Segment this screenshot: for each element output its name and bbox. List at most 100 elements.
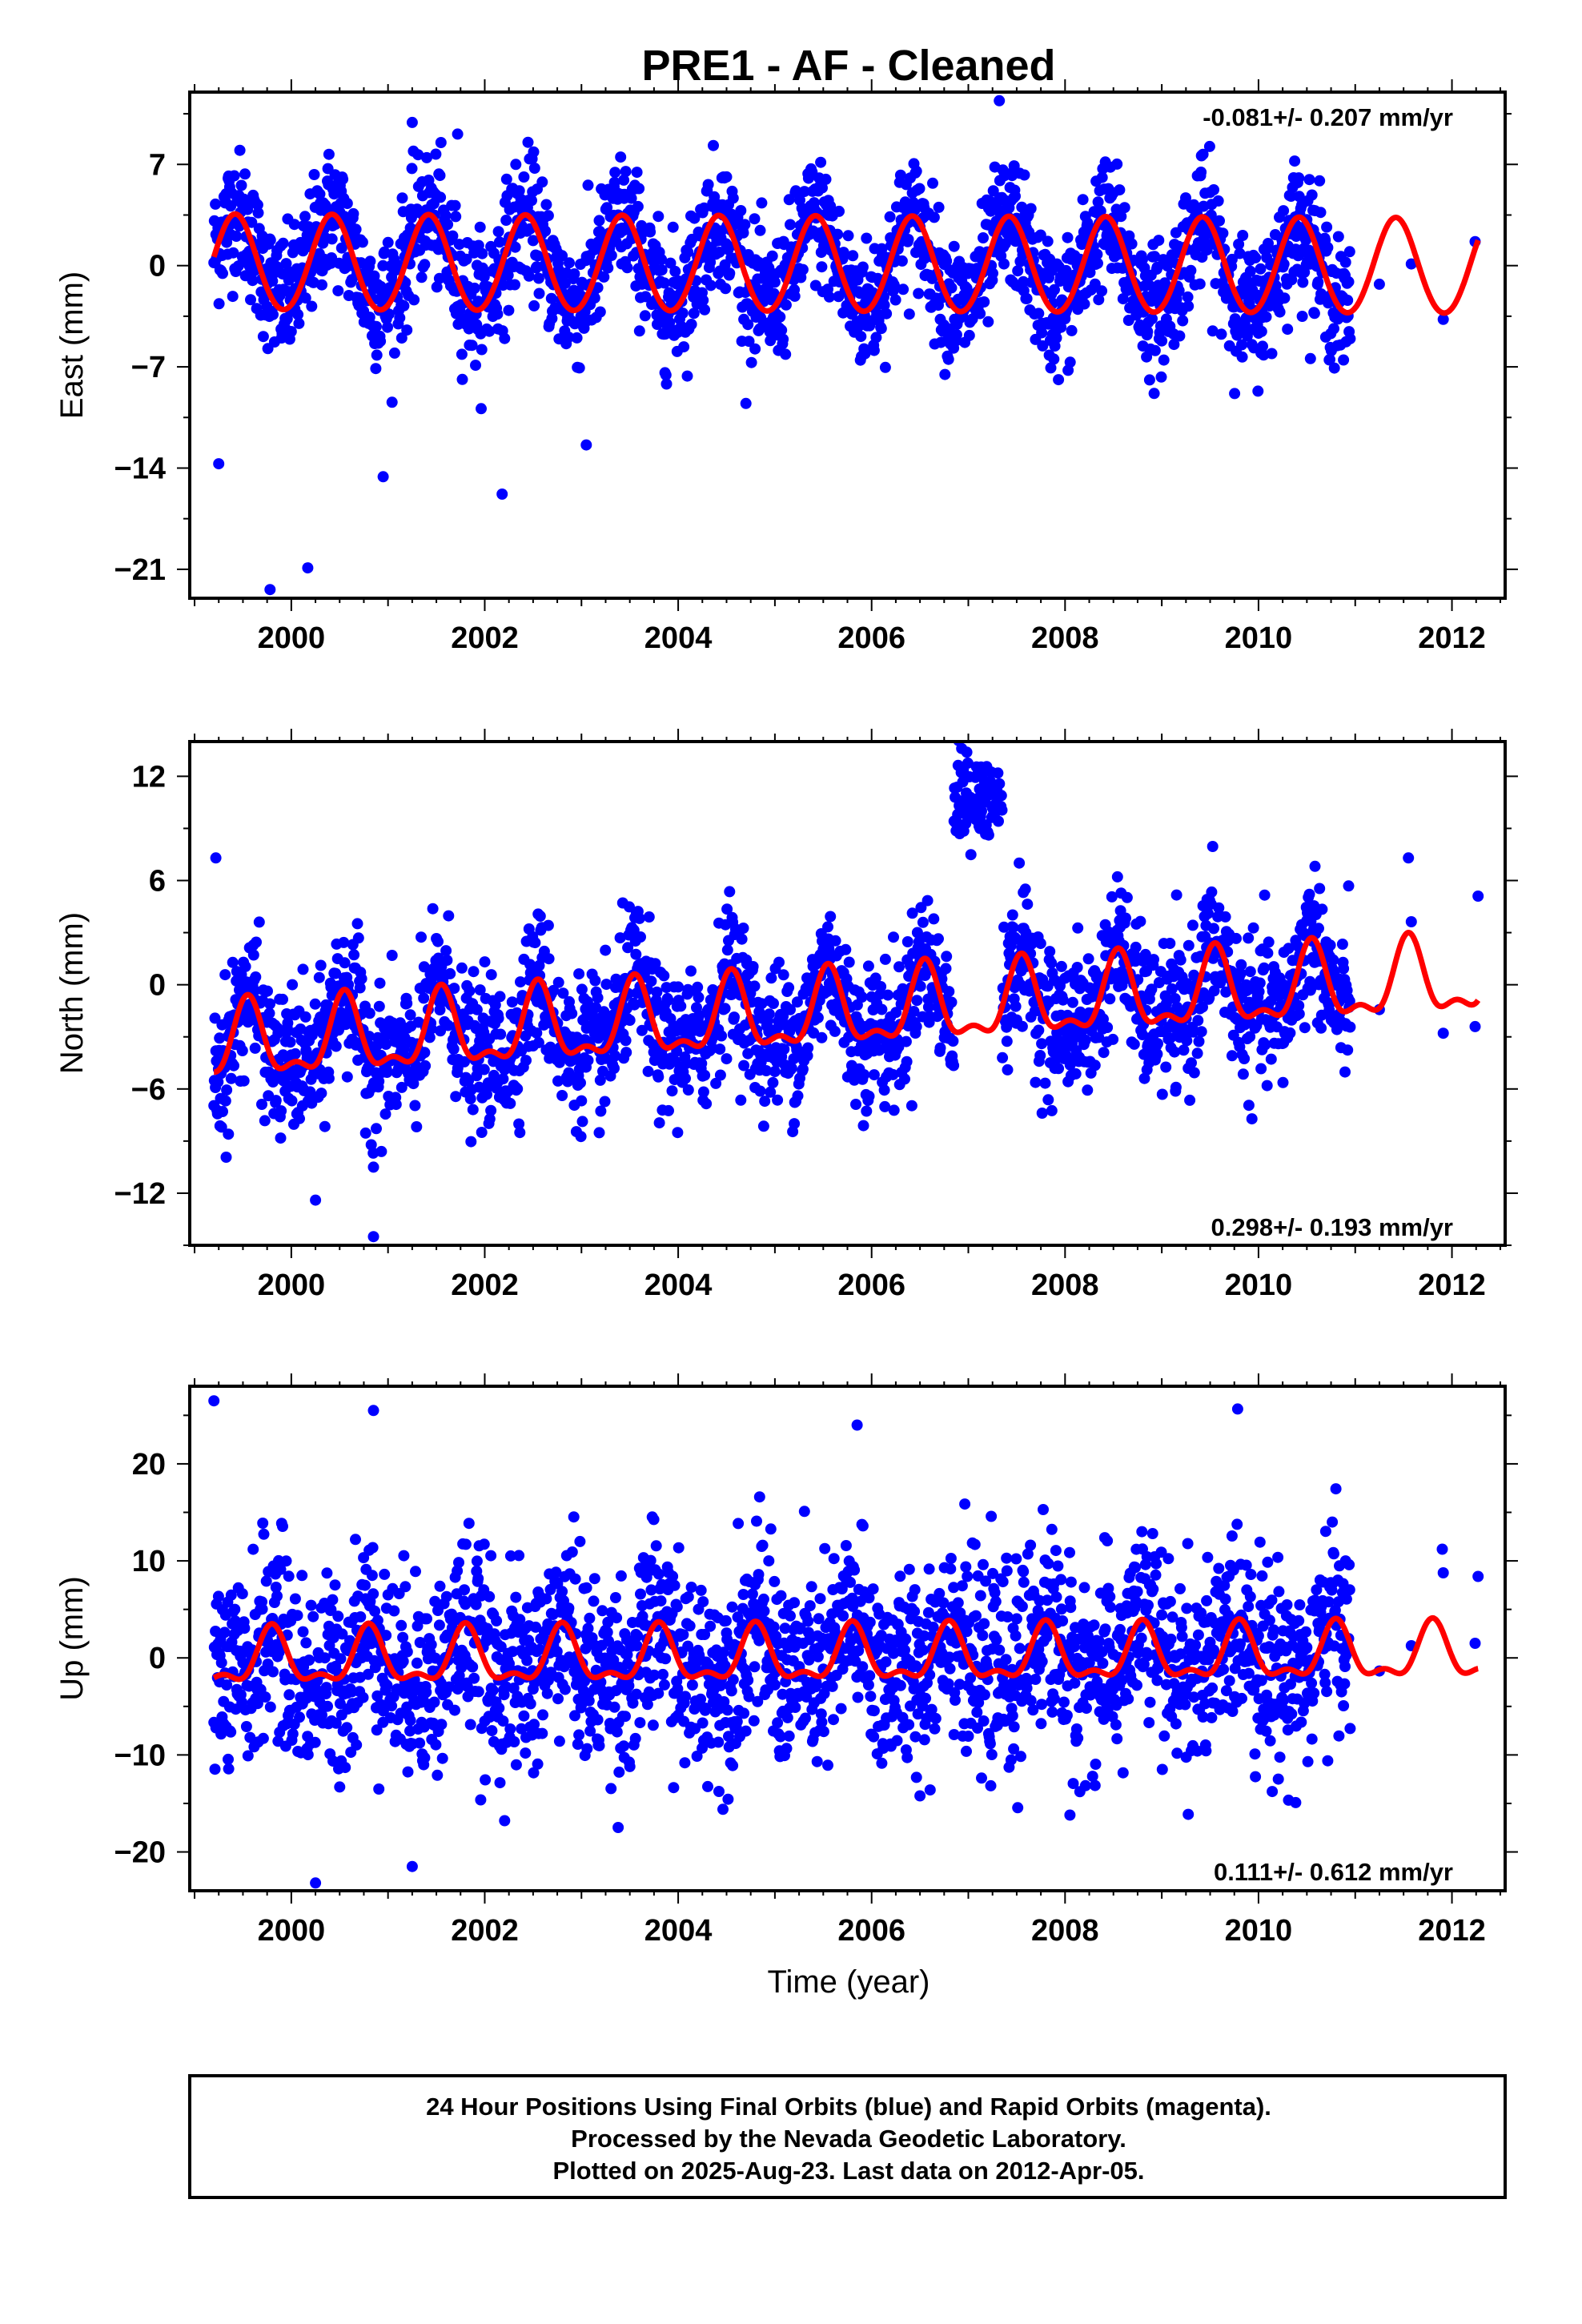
east-position-point: [1115, 211, 1127, 223]
north-position-point: [341, 1071, 353, 1083]
north-position-point: [982, 829, 994, 841]
east-position-point: [242, 203, 254, 215]
east-position-point: [639, 310, 651, 322]
north-position-point: [1243, 932, 1255, 944]
north-position-point: [363, 1007, 375, 1019]
east-position-point: [1343, 275, 1355, 287]
east-position-point: [509, 241, 521, 253]
east-position-point: [363, 312, 375, 324]
east-position-point: [466, 340, 478, 352]
east-position-point: [1146, 313, 1158, 324]
east-position-point: [933, 201, 945, 213]
north-position-point: [1314, 883, 1326, 895]
east-position-point: [299, 211, 311, 223]
north-position-point: [948, 1059, 960, 1072]
east-position-point: [1078, 298, 1090, 310]
east-position-point: [434, 170, 446, 182]
north-position-point: [390, 1099, 402, 1111]
east-position-point: [542, 210, 554, 222]
north-position-point: [1030, 1076, 1042, 1088]
east-position-point: [1049, 283, 1060, 296]
north-position-point: [754, 1085, 766, 1097]
east-position-point: [598, 271, 610, 283]
north-position-point: [620, 1047, 632, 1059]
east-position-point: [656, 254, 668, 265]
north-x-tick-label: 2008: [1031, 1269, 1099, 1302]
east-position-point: [699, 304, 711, 316]
north-outlier-point: [310, 1194, 322, 1206]
east-position-point: [1018, 275, 1030, 287]
east-position-point: [621, 262, 633, 274]
east-position-point: [742, 319, 754, 331]
north-position-point: [1188, 1067, 1200, 1079]
east-y-tick-label: −7: [131, 351, 166, 384]
north-position-point: [468, 966, 480, 978]
north-rate-text: 0.298+/- 0.193 mm/yr: [1211, 1213, 1453, 1241]
north-position-point: [575, 1131, 587, 1143]
east-position-point: [1308, 308, 1320, 320]
north-position-point: [879, 953, 891, 965]
east-position-point: [713, 246, 725, 258]
east-position-point: [727, 192, 739, 204]
north-position-point: [348, 949, 360, 961]
north-position-point: [1033, 1024, 1045, 1036]
north-position-point: [592, 991, 604, 1003]
east-position-point: [963, 329, 975, 341]
north-position-point: [595, 1105, 607, 1117]
north-position-point: [371, 1123, 382, 1135]
east-position-point: [217, 267, 228, 279]
north-outlier-point: [223, 1128, 235, 1140]
north-position-point: [1039, 1077, 1051, 1089]
east-position-point: [326, 233, 338, 245]
east-position-point: [902, 234, 914, 245]
north-position-point: [1036, 1108, 1048, 1119]
north-position-point: [941, 951, 953, 963]
north-position-point: [1315, 1022, 1327, 1034]
east-position-point: [245, 294, 256, 306]
east-position-point: [1158, 354, 1170, 366]
east-position-point: [513, 185, 525, 197]
north-x-tick-label: 2006: [837, 1269, 905, 1302]
north-position-point: [699, 1069, 711, 1081]
up-position-point: [239, 1622, 251, 1634]
east-position-point: [492, 226, 504, 238]
east-position-point: [868, 344, 880, 356]
north-position-point: [275, 1105, 287, 1117]
north-position-point: [785, 1062, 797, 1074]
north-position-point: [294, 1112, 305, 1124]
north-position-point: [418, 992, 430, 1004]
up-position-point: [277, 1521, 288, 1532]
east-position-point: [1182, 300, 1195, 312]
north-position-point: [247, 949, 259, 961]
east-position-point: [1306, 189, 1318, 201]
north-position-point: [465, 1136, 477, 1148]
north-position-point: [1219, 911, 1231, 923]
north-position-point: [573, 968, 585, 980]
north-position-point: [217, 1106, 228, 1117]
east-position-point: [705, 279, 717, 292]
north-position-point: [1121, 891, 1133, 903]
up-position-point: [257, 1518, 269, 1529]
north-position-point: [1254, 977, 1266, 989]
north-position-point: [1151, 1048, 1163, 1060]
east-position-point: [832, 228, 844, 240]
east-position-point: [776, 324, 788, 336]
north-position-point: [662, 995, 674, 1007]
east-position-point: [705, 256, 717, 268]
up-position-point: [291, 1610, 303, 1622]
north-position-point: [1170, 889, 1182, 901]
north-position-point: [323, 1072, 335, 1084]
east-position-point: [447, 230, 459, 242]
east-position-point: [669, 265, 681, 277]
north-position-point: [840, 943, 852, 955]
north-position-point: [313, 971, 325, 983]
north-position-point: [1303, 888, 1315, 900]
east-position-point: [1260, 311, 1272, 323]
north-position-point: [1284, 1027, 1296, 1039]
east-position-point: [388, 347, 400, 359]
north-position-point: [576, 1095, 588, 1107]
north-position-point: [658, 970, 670, 982]
north-position-point: [696, 1057, 708, 1069]
north-position-point: [716, 1030, 728, 1042]
north-position-point: [485, 1104, 497, 1116]
